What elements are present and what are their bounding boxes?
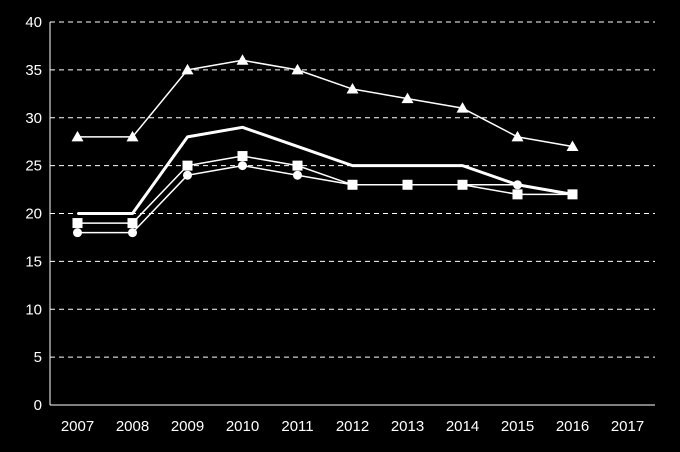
x-tick-label: 2009: [171, 418, 204, 435]
x-axis-tick-labels: 2007 2008 2009 2010 2011 2012 2013 2014 2015 2016…: [61, 418, 644, 435]
y-tick-label: 10: [25, 301, 42, 318]
y-tick-label: 0: [34, 397, 42, 414]
series-circle: [73, 161, 577, 238]
y-tick-label: 35: [25, 62, 42, 79]
x-tick-label: 2016: [556, 418, 589, 435]
data-point-circle: [348, 180, 357, 190]
data-point-circle: [73, 228, 82, 238]
data-point-circle: [403, 180, 412, 190]
y-tick-label: 5: [34, 349, 42, 366]
y-axis-tick-labels: 0 5 10 15 20 25 30 35 40: [25, 14, 42, 414]
data-point-triangle: [456, 102, 469, 113]
series-line: [77, 164, 573, 234]
x-tick-label: 2014: [446, 418, 479, 435]
series-line: [77, 155, 573, 224]
data-point-circle: [183, 170, 192, 180]
data-point-triangle: [511, 130, 524, 142]
x-tick-label: 2013: [391, 418, 424, 435]
data-point-square: [182, 160, 193, 171]
x-tick-label: 2012: [336, 418, 369, 435]
x-tick-label: 2011: [281, 418, 313, 435]
series-triangle: [71, 54, 579, 151]
y-tick-label: 30: [25, 110, 42, 127]
y-tick-label: 20: [25, 206, 42, 223]
axes: [49, 22, 655, 406]
series-line: [77, 125, 573, 215]
data-point-triangle: [566, 140, 579, 151]
data-point-square: [292, 160, 303, 171]
data-point-square: [237, 151, 248, 162]
data-point-circle: [238, 161, 247, 171]
data-point-triangle: [236, 54, 249, 65]
data-point-circle: [568, 189, 577, 199]
data-point-triangle: [346, 83, 359, 94]
y-tick-label: 25: [25, 158, 42, 175]
data-point-circle: [293, 170, 302, 180]
x-tick-label: 2007: [61, 418, 94, 435]
data-point-triangle: [126, 130, 139, 142]
data-point-circle: [458, 180, 467, 190]
data-point-square: [512, 189, 523, 200]
series-line: [77, 59, 573, 148]
x-tick-label: 2010: [226, 418, 259, 435]
y-tick-label: 40: [25, 14, 42, 31]
data-point-circle: [513, 180, 522, 190]
x-tick-label: 2015: [501, 418, 534, 435]
data-point-triangle: [401, 92, 414, 104]
x-tick-label: 2017: [611, 418, 644, 435]
data-point-triangle: [71, 130, 84, 142]
data-point-triangle: [181, 63, 194, 75]
y-tick-label: 15: [25, 253, 42, 270]
data-point-square: [72, 218, 83, 229]
data-point-square: [127, 218, 138, 229]
x-tick-label: 2008: [116, 418, 149, 435]
data-point-circle: [128, 228, 137, 238]
series-none: [77, 125, 573, 215]
data-point-triangle: [291, 63, 304, 75]
series-group: [71, 54, 579, 238]
